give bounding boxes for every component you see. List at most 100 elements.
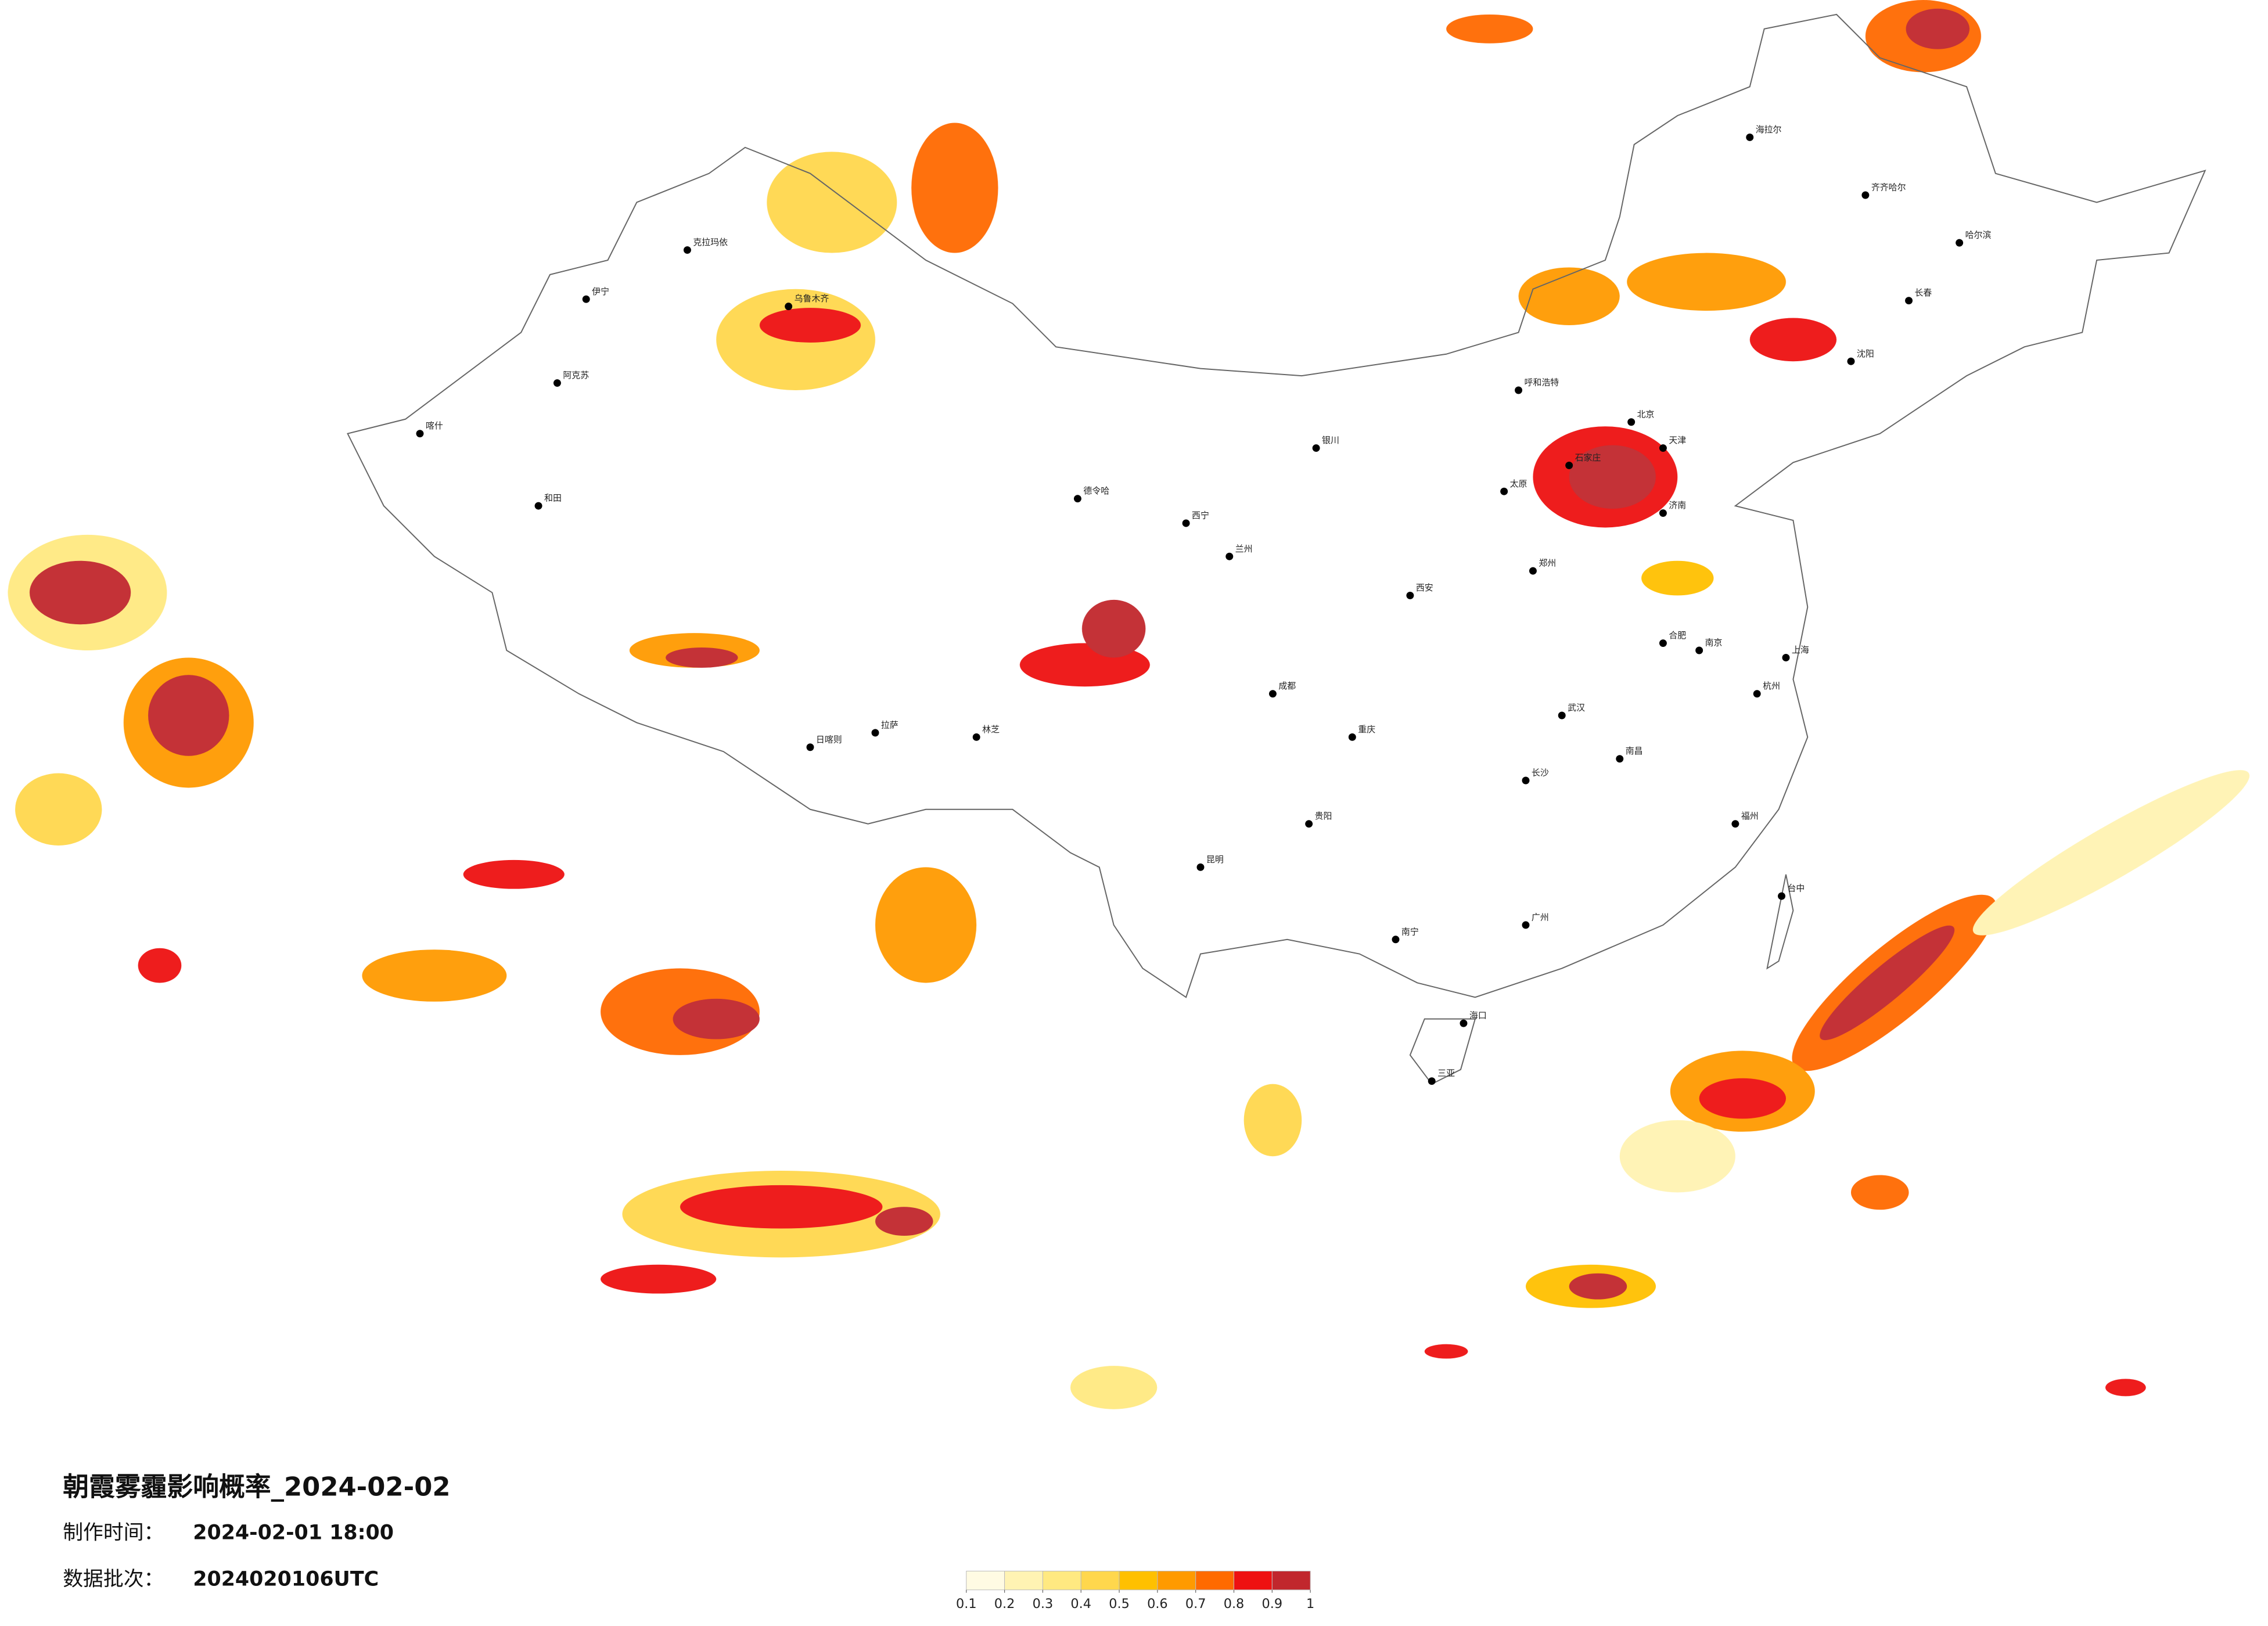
colorbar: 0.1 0.2 0.3 0.4 0.5 0.6 0.7 0.8 0.9 1 (956, 1570, 1314, 1611)
city-dot (1500, 487, 1508, 495)
city-label: 武汉 (1568, 703, 1585, 713)
colorbar-tick-label: 0.5 (1109, 1596, 1130, 1611)
city-label: 银川 (1322, 435, 1339, 445)
city-label: 西宁 (1192, 510, 1209, 521)
city-dot (972, 733, 980, 741)
city-dot (1348, 733, 1356, 741)
city-dot (1659, 444, 1667, 452)
make-time: 2024-02-01 18:00 (193, 1521, 394, 1545)
city-dot (683, 246, 691, 254)
city-dot (1268, 690, 1277, 698)
city-dot (1406, 591, 1414, 599)
map-title: 朝霞雾霾影响概率_2024-02-02 (63, 1472, 450, 1502)
city-dot (1312, 444, 1320, 452)
city-dot (1847, 357, 1855, 365)
city-label: 哈尔滨 (1965, 230, 1992, 240)
city-label: 天津 (1669, 435, 1686, 445)
city-dot (1905, 297, 1913, 305)
haze-field (8, 0, 2250, 1409)
city-dot (1565, 461, 1573, 469)
city-label: 石家庄 (1575, 452, 1601, 463)
city-label: 齐齐哈尔 (1871, 182, 1906, 193)
city-label: 合肥 (1669, 630, 1686, 641)
city-label: 克拉玛依 (693, 237, 728, 247)
colorbar-tick-label: 0.9 (1262, 1596, 1283, 1611)
city-dot (553, 379, 561, 387)
city-label: 长春 (1915, 287, 1932, 298)
city-dot (534, 502, 542, 510)
city-dot (1522, 776, 1530, 785)
colorbar-swatch (1119, 1570, 1158, 1591)
colorbar-tick-label: 0.2 (994, 1596, 1015, 1611)
city-label: 重庆 (1358, 724, 1375, 735)
city-dot (1782, 653, 1790, 661)
batch: 2024020106UTC (193, 1567, 379, 1591)
city-label: 昆明 (1206, 854, 1224, 865)
city-dot (1428, 1077, 1436, 1085)
city-label: 日喀则 (816, 734, 842, 744)
city-dot (1196, 863, 1205, 871)
city-label: 杭州 (1763, 681, 1780, 691)
city-dot (871, 729, 879, 737)
city-dot (1659, 509, 1667, 517)
city-dot (1731, 820, 1739, 828)
city-dot (785, 303, 793, 311)
city-dot (1753, 690, 1761, 698)
city-label: 海拉尔 (1756, 124, 1782, 135)
city-label: 福州 (1741, 811, 1759, 821)
colorbar-tick-label: 1 (1306, 1596, 1314, 1611)
city-label: 成都 (1278, 681, 1296, 691)
city-label: 沈阳 (1857, 348, 1874, 359)
city-label: 和田 (544, 493, 562, 503)
colorbar-tick-label: 0.3 (1033, 1596, 1054, 1611)
city-dot (416, 430, 424, 438)
city-dot (1861, 191, 1870, 199)
city-label: 广州 (1532, 912, 1549, 922)
city-dot (1659, 639, 1667, 647)
city-dot (1746, 133, 1754, 141)
taiwan (1766, 874, 1794, 970)
city-dot (1627, 418, 1636, 426)
city-dot (1529, 567, 1537, 575)
city-label: 三亚 (1437, 1068, 1455, 1078)
colorbar-swatch (966, 1570, 1005, 1591)
colorbar-swatch (1271, 1570, 1311, 1591)
city-label: 南京 (1705, 638, 1723, 648)
city-label: 南宁 (1401, 926, 1419, 937)
city-dot (582, 295, 590, 303)
city-label: 贵阳 (1315, 811, 1332, 821)
city-label: 上海 (1792, 645, 1809, 655)
city-dot (1460, 1019, 1468, 1027)
city-dot (1515, 386, 1523, 394)
city-label: 呼和浩特 (1525, 377, 1559, 388)
city-label: 阿克苏 (563, 370, 589, 380)
colorbar-tick-label: 0.1 (956, 1596, 977, 1611)
city-label: 南昌 (1626, 746, 1643, 756)
city-dot (1956, 239, 1964, 247)
city-label: 郑州 (1539, 558, 1556, 569)
city-dot (1225, 552, 1234, 560)
city-dot (1522, 921, 1530, 929)
city-dot (806, 743, 814, 751)
colorbar-swatch (1195, 1570, 1235, 1591)
city-dot (1182, 519, 1190, 527)
city-dot (1305, 820, 1313, 828)
city-label: 林芝 (982, 724, 1000, 735)
city-label: 西安 (1416, 582, 1433, 593)
city-dot (1695, 646, 1703, 654)
colorbar-tick-label: 0.6 (1147, 1596, 1168, 1611)
china-outline (347, 13, 2206, 998)
colorbar-swatch (1042, 1570, 1081, 1591)
colorbar-tick-label: 0.7 (1185, 1596, 1206, 1611)
city-label: 台中 (1787, 883, 1805, 894)
colorbar-swatch (1157, 1570, 1196, 1591)
city-label: 拉萨 (881, 720, 898, 730)
city-dot (1616, 755, 1624, 763)
city-dot (1073, 495, 1081, 503)
city-label: 乌鲁木齐 (795, 293, 829, 304)
city-dot (1558, 711, 1566, 720)
colorbar-tick-label: 0.8 (1224, 1596, 1245, 1611)
